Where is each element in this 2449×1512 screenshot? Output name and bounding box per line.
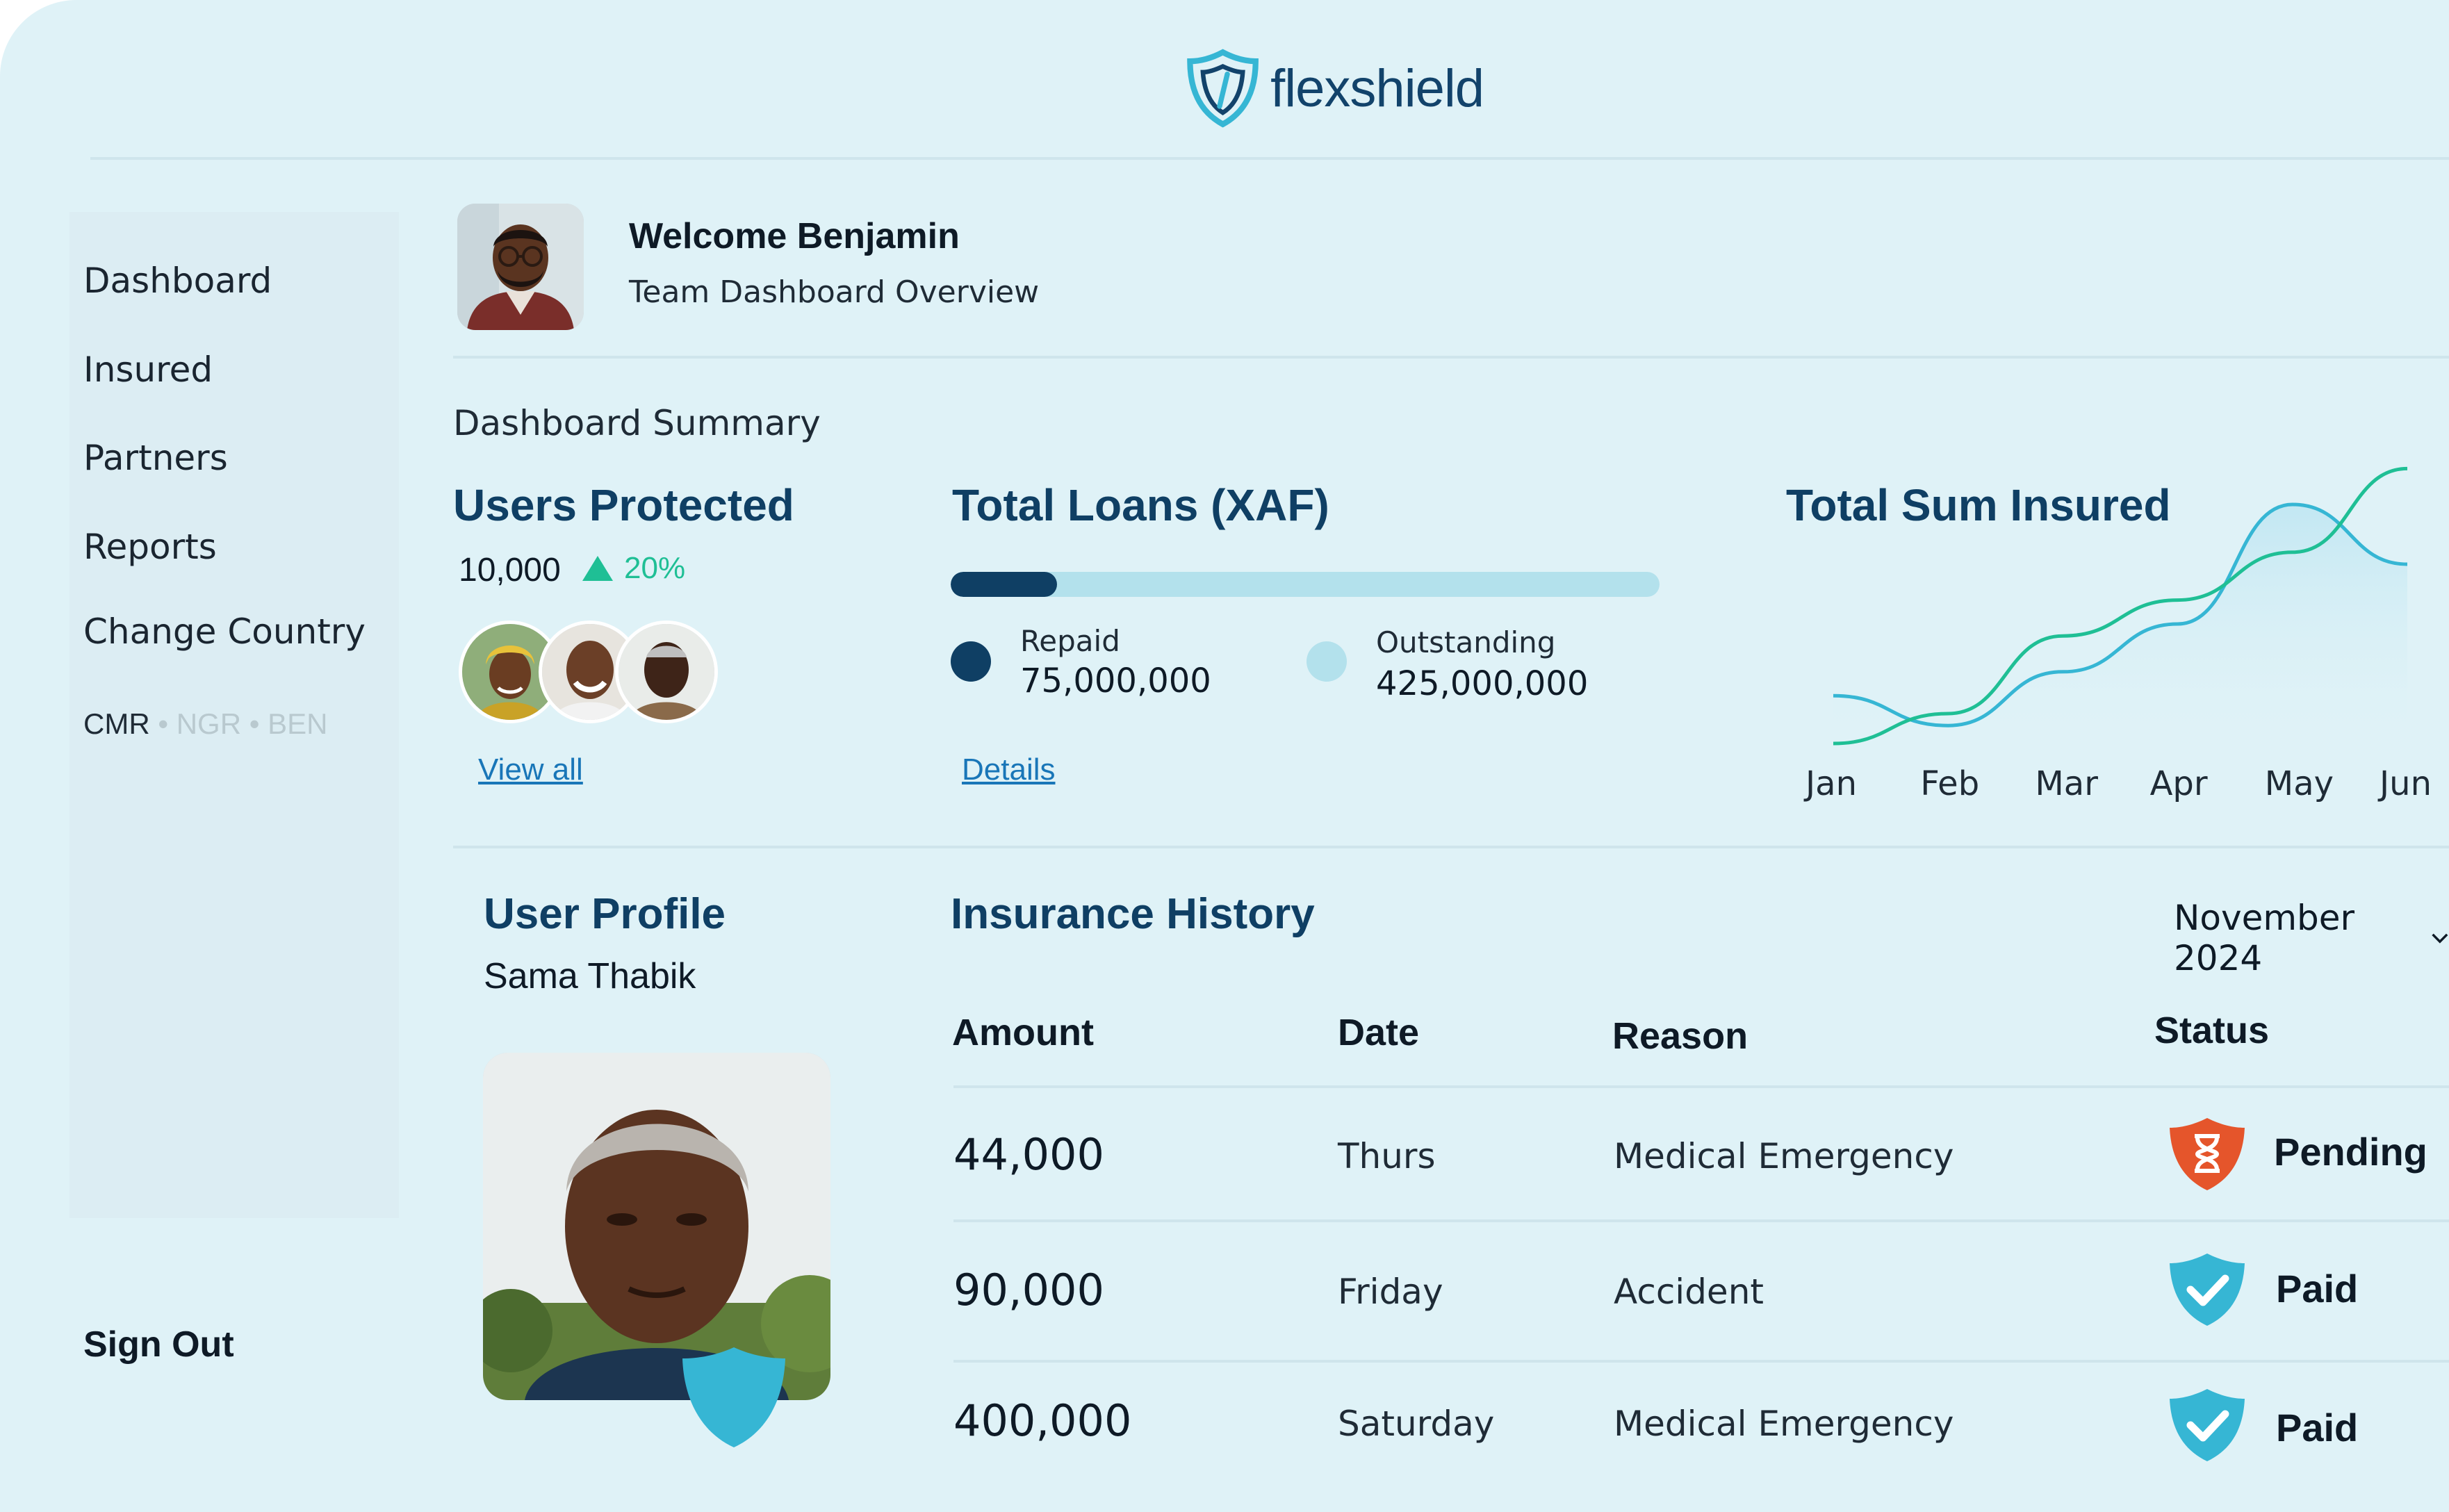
row-reason: Accident [1614,1272,1764,1312]
status-badge: Paid [2276,1267,2359,1310]
x-tick-label: Feb [1920,764,1980,803]
x-tick-label: Mar [2035,764,2098,803]
total-sum-insured-title: Total Sum Insured [1786,480,2171,530]
brand-name: flexshield [1270,58,1484,118]
loans-progress-bar [951,572,1660,597]
user-profile-title: User Profile [484,890,726,938]
growth-percent: 20% [624,551,686,585]
x-tick-label: Jan [1805,764,1857,803]
user-face-avatar[interactable] [615,621,718,723]
user-face-avatar[interactable] [459,621,562,723]
users-protected-title: Users Protected [453,480,794,530]
country-option-ben[interactable]: BEN [268,707,328,740]
insurance-history-title: Insurance History [951,890,1315,938]
row-reason: Medical Emergency [1614,1136,1954,1176]
sidebar [69,212,399,1218]
sidebar-item-dashboard[interactable]: Dashboard [83,261,272,301]
welcome-heading: Welcome Benjamin [629,216,960,256]
sidebar-item-reports[interactable]: Reports [83,527,217,567]
check-icon [2170,1389,2245,1461]
month-dropdown-value: November 2024 [2174,898,2355,978]
flexshield-logo[interactable]: flexshield [1185,43,1484,133]
row-reason: Medical Emergency [1614,1404,1954,1444]
series-area [1833,504,2407,743]
welcome-subtitle: Team Dashboard Overview [629,274,1040,310]
hourglass-icon [2170,1118,2245,1190]
outstanding-legend-dot [1307,641,1347,682]
sidebar-item-change-country[interactable]: Change Country [83,611,366,652]
column-header-amount: Amount [952,1012,1094,1053]
x-tick-label: May [2264,764,2334,803]
series-line [1833,466,2408,746]
column-header-date: Date [1338,1012,1420,1053]
column-header-reason: Reason [1612,1015,1748,1057]
trend-up-icon [582,556,613,581]
country-separator: • [249,707,260,740]
repaid-legend-dot [951,641,991,682]
shield-logo-icon [1187,49,1259,128]
sidebar-item-insured[interactable]: Insured [83,350,213,390]
row-amount: 90,000 [953,1265,1104,1315]
avatar-photo-image [457,204,584,330]
country-option-ngr[interactable]: NGR [176,707,242,740]
users-count: 10,000 [459,552,561,589]
sign-out-button[interactable]: Sign Out [83,1324,234,1365]
row-amount: 44,000 [953,1129,1104,1180]
protection-shield-icon [682,1347,785,1447]
check-icon [2170,1254,2245,1326]
user-avatar[interactable] [457,204,584,330]
loans-progress-fill [951,572,1057,597]
row-divider [953,1360,2449,1363]
repaid-label: Repaid [1020,624,1120,658]
series-line [1833,502,2408,728]
table-divider [953,1085,2449,1088]
country-separator: • [158,707,169,740]
summary-divider [453,846,2449,848]
row-date: Friday [1338,1272,1443,1312]
row-date: Thurs [1338,1136,1436,1176]
header-divider [90,157,2449,160]
profile-photo[interactable] [483,1053,830,1400]
sum-insured-chart [1833,466,2408,746]
country-option-cmr[interactable]: CMR [83,707,150,740]
outstanding-label: Outstanding [1376,625,1556,659]
sidebar-item-partners[interactable]: Partners [83,438,228,478]
users-growth: 20% [582,551,685,586]
view-all-link[interactable]: View all [478,753,583,787]
x-tick-label: Jun [2380,764,2432,803]
row-date: Saturday [1338,1404,1495,1444]
outstanding-value: 425,000,000 [1376,664,1589,703]
welcome-divider [453,356,2449,359]
summary-label: Dashboard Summary [453,403,821,443]
status-badge: Pending [2274,1130,2427,1174]
row-divider [953,1219,2449,1222]
profile-name: Sama Thabik [484,956,696,996]
row-amount: 400,000 [953,1395,1132,1446]
face-image [619,624,714,720]
status-badge: Paid [2276,1406,2359,1449]
details-link[interactable]: Details [962,753,1056,787]
month-dropdown[interactable]: November 2024 [2174,898,2449,978]
country-switcher: CMR • NGR • BEN [83,707,327,741]
x-tick-label: Apr [2149,764,2208,803]
repaid-value: 75,000,000 [1020,662,1211,700]
total-loans-title: Total Loans (XAF) [952,480,1329,530]
chevron-down-icon [2432,933,2448,944]
column-header-status: Status [2154,1010,2270,1051]
